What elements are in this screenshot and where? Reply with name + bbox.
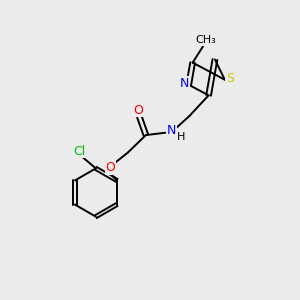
Text: O: O	[133, 104, 143, 117]
Text: Cl: Cl	[74, 145, 86, 158]
Text: N: N	[180, 77, 189, 90]
Text: CH₃: CH₃	[196, 35, 216, 45]
Text: N: N	[167, 124, 176, 137]
Text: H: H	[177, 132, 185, 142]
Text: S: S	[226, 72, 234, 85]
Text: O: O	[106, 161, 116, 174]
